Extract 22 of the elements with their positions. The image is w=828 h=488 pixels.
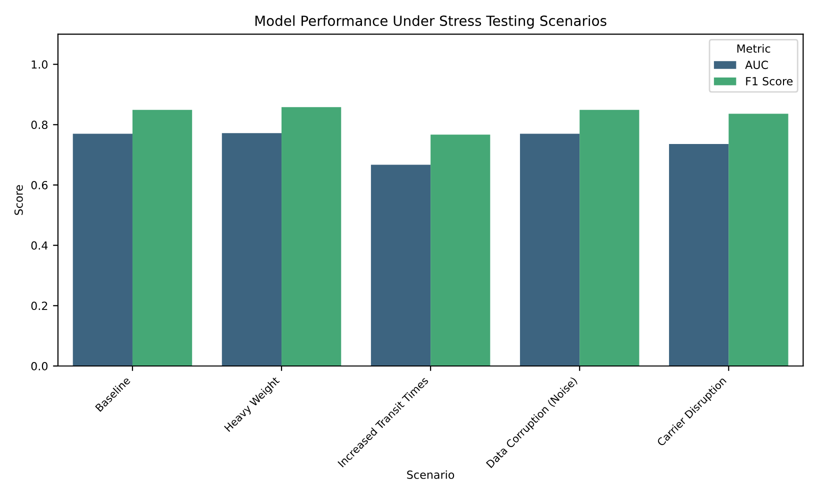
bar <box>132 110 192 366</box>
bar <box>430 134 490 366</box>
bar <box>282 107 342 366</box>
y-tick-label: 0.8 <box>31 120 48 130</box>
legend-label: AUC <box>745 60 768 70</box>
bar <box>370 164 431 366</box>
bar <box>520 134 580 366</box>
chart-title: Model Performance Under Stress Testing Scenarios <box>255 15 606 29</box>
y-tick-label: 1.0 <box>32 60 48 69</box>
y-tick-label: 0.2 <box>31 302 48 310</box>
y-tick-label: 0.6 <box>31 180 48 190</box>
y-tick-label: 0.0 <box>31 362 48 370</box>
bar <box>72 134 132 366</box>
legend-title: Metric <box>737 44 770 53</box>
bar <box>222 133 282 366</box>
x-axis-title: Scenario <box>407 470 454 479</box>
bar <box>728 114 788 366</box>
bar <box>669 144 729 366</box>
y-axis-title: Score <box>14 185 23 215</box>
legend-label: F1 Score <box>746 76 793 86</box>
bar <box>580 110 640 366</box>
y-tick-label: 0.4 <box>31 241 48 250</box>
